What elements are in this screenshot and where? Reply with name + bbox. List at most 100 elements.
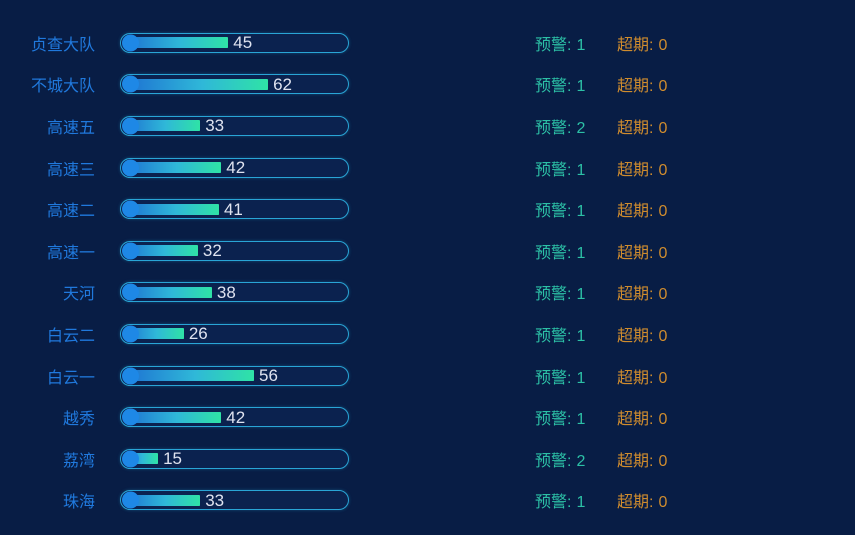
overdue-label: 超期: [617,369,654,387]
warning-count: 预警: 1 [535,72,607,96]
progress-bar: 56 [120,365,349,386]
department-label: 高速三 [46,161,95,179]
overdue-count: 超期: 0 [617,364,667,388]
department-row: 贞查大队 45 预警: 1 超期: 0 [0,22,855,64]
progress-bar: 32 [120,240,349,261]
department-row: 荔湾 15 预警: 2 超期: 0 [0,438,855,480]
warning-label: 预警: [535,203,572,221]
department-row: 珠海 33 预警: 1 超期: 0 [0,480,855,522]
overdue-label: 超期: [617,161,654,179]
warning-value: 1 [576,244,586,262]
bar-start-dot-icon [122,491,139,509]
progress-bar: 33 [120,490,349,511]
bar-start-dot-icon [122,117,139,135]
overdue-value: 0 [658,286,668,304]
overdue-count: 超期: 0 [617,447,667,471]
overdue-value: 0 [658,78,668,96]
warning-count: 预警: 1 [535,156,607,180]
overdue-value: 0 [658,203,668,221]
department-label: 越秀 [62,411,95,429]
bar-fill [123,37,229,49]
bar-value: 42 [226,158,246,178]
warning-value: 1 [576,411,586,429]
department-row: 越秀 42 预警: 1 超期: 0 [0,396,855,438]
warning-label: 预警: [535,369,572,387]
overdue-label: 超期: [617,203,654,221]
warning-count: 预警: 1 [535,280,607,304]
overdue-label: 超期: [617,78,654,96]
bar-fill [123,78,269,90]
overdue-label: 超期: [617,452,654,470]
overdue-count: 超期: 0 [617,114,667,138]
bar-fill [123,120,201,132]
bar-value: 62 [273,74,292,94]
progress-bar: 38 [120,282,349,303]
rows-container: 贞查大队 45 预警: 1 超期: 0 不城大队 62 预警: 1 超期: 0 高速五 [0,22,855,521]
warning-value: 2 [576,452,586,470]
bar-fill [123,286,212,298]
warning-count: 预警: 1 [535,197,607,221]
bar-value: 56 [259,366,278,386]
overdue-label: 超期: [617,36,654,54]
bar-value: 38 [216,282,236,302]
progress-bar: 62 [120,74,349,95]
overdue-count: 超期: 0 [617,280,667,304]
progress-bar: 42 [120,407,349,428]
bar-value: 15 [163,449,183,469]
department-row: 高速一 32 预警: 1 超期: 0 [0,230,855,272]
progress-bar: 33 [120,115,349,136]
warning-count: 预警: 1 [535,364,607,388]
progress-bar: 15 [120,448,349,469]
warning-count: 预警: 1 [535,31,607,55]
department-row: 高速三 42 预警: 1 超期: 0 [0,147,855,189]
warning-value: 1 [576,161,586,179]
warning-count: 预警: 1 [535,488,607,512]
overdue-value: 0 [658,452,668,470]
department-label: 荔湾 [62,452,95,470]
warning-label: 预警: [535,119,572,137]
warning-label: 预警: [535,161,572,179]
warning-count: 预警: 1 [535,239,607,263]
overdue-count: 超期: 0 [617,156,667,180]
overdue-label: 超期: [617,244,654,262]
progress-bar: 41 [120,199,349,220]
overdue-label: 超期: [617,327,654,345]
bar-fill [123,245,198,257]
department-label: 天河 [62,286,95,304]
bar-start-dot-icon [122,325,139,343]
warning-label: 预警: [535,78,572,96]
overdue-value: 0 [658,161,668,179]
bar-start-dot-icon [122,34,139,52]
department-label: 白云一 [46,369,95,387]
department-label: 不城大队 [30,78,95,96]
warning-value: 1 [576,203,586,221]
bar-value: 33 [205,116,225,136]
bar-start-dot-icon [122,159,139,177]
warning-value: 1 [576,369,586,387]
progress-bar: 26 [120,323,349,344]
warning-value: 1 [576,36,586,54]
overdue-value: 0 [658,119,668,137]
warning-label: 预警: [535,36,572,54]
department-row: 白云二 26 预警: 1 超期: 0 [0,313,855,355]
warning-value: 2 [576,119,586,137]
overdue-value: 0 [658,244,668,262]
warning-label: 预警: [535,411,572,429]
warning-label: 预警: [535,327,572,345]
overdue-count: 超期: 0 [617,197,667,221]
bar-start-dot-icon [122,75,139,93]
bar-start-dot-icon [122,450,139,468]
overdue-count: 超期: 0 [617,488,667,512]
bar-fill [123,453,159,465]
bar-start-dot-icon [122,283,139,301]
overdue-count: 超期: 0 [617,72,667,96]
department-label: 白云二 [46,327,95,345]
overdue-value: 0 [658,494,668,512]
overdue-label: 超期: [617,411,654,429]
department-row: 高速二 41 预警: 1 超期: 0 [0,188,855,230]
bar-fill [123,328,184,340]
department-label: 高速五 [46,119,95,137]
warning-value: 1 [576,286,586,304]
department-row: 不城大队 62 预警: 1 超期: 0 [0,64,855,106]
warning-value: 1 [576,78,586,96]
